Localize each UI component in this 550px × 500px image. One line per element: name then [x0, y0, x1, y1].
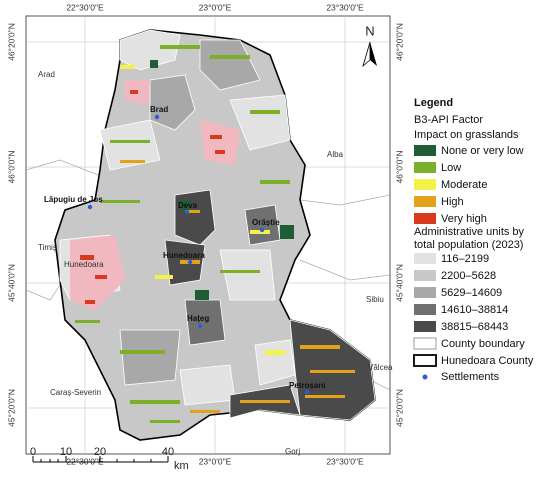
legend-swatch	[414, 162, 436, 173]
legend-heading: B3-API Factor	[414, 114, 483, 126]
region-label: Arad	[38, 70, 55, 79]
graticule-label: 46°0'0"N	[394, 150, 404, 183]
region-label: Sibiu	[366, 295, 384, 304]
graticule-label: 23°0'0"E	[199, 2, 232, 12]
legend-swatch	[414, 213, 436, 224]
scale-label: 40	[162, 446, 174, 458]
legend-label: High	[441, 196, 464, 208]
legend-swatch	[414, 253, 436, 264]
legend-label: 116–2199	[441, 253, 489, 265]
legend-label: None or very low	[441, 145, 524, 157]
north-arrow	[362, 41, 377, 68]
legend-swatch	[422, 374, 428, 380]
north-arrow-label: N	[365, 23, 374, 38]
graticule-label: 23°30'0"E	[326, 2, 364, 12]
legend-label: County boundary	[441, 338, 525, 350]
settlement-label: Petroșani	[289, 381, 325, 390]
settlement-label: Deva	[178, 201, 198, 210]
graticule-label: 46°20'0"N	[6, 23, 16, 61]
region-label: Gorj	[285, 447, 300, 456]
legend: Legend B3-API Factor Impact on grassland…	[413, 97, 534, 383]
legend-label: Settlements	[441, 371, 500, 383]
legend-label: Hunedoara County	[441, 355, 534, 367]
settlement-label: Brad	[150, 105, 168, 114]
legend-label: Moderate	[441, 179, 487, 191]
legend-label: Low	[441, 162, 461, 174]
scale-label: 0	[30, 446, 36, 458]
region-label: Caraș-Severin	[50, 388, 101, 397]
legend-label: 2200–5628	[441, 270, 496, 282]
scale-label: 10	[60, 446, 72, 458]
legend-swatch	[414, 196, 436, 207]
legend-swatch	[414, 179, 436, 190]
graticule-label: 45°40'0"N	[6, 264, 16, 302]
scale-unit: km	[174, 460, 189, 472]
legend-heading: Impact on grasslands	[414, 129, 519, 141]
settlement-dots	[87, 114, 310, 395]
legend-swatch	[414, 304, 436, 315]
scale-bar	[32, 456, 169, 463]
region-label: Alba	[327, 150, 344, 159]
legend-title: Legend	[414, 97, 453, 109]
graticule-label: 22°30'0"E	[66, 2, 104, 12]
legend-label: 5629–14609	[441, 287, 502, 299]
legend-heading: total population (2023)	[414, 239, 523, 251]
scale-label: 20	[94, 446, 106, 458]
settlement-label: Orăștie	[252, 218, 280, 227]
graticule-label: 45°20'0"N	[394, 389, 404, 427]
settlement-label: Lăpugiu de Jos	[44, 195, 103, 204]
legend-swatch	[413, 354, 437, 367]
region-label: Vâlcea	[368, 363, 393, 372]
graticule-label: 23°30'0"E	[326, 456, 364, 466]
legend-swatch	[413, 337, 437, 350]
legend-swatch	[414, 287, 436, 298]
graticule-label: 46°0'0"N	[6, 150, 16, 183]
legend-swatch	[414, 270, 436, 281]
legend-swatch	[414, 321, 436, 332]
impact-patches	[70, 45, 355, 423]
neighbour-borders	[25, 159, 391, 391]
settlement-label: Hunedoara	[163, 251, 205, 260]
graticule-label: 22°30'0"E	[66, 456, 104, 466]
legend-label: 14610–38814	[441, 304, 508, 316]
graticule-label: 45°40'0"N	[394, 264, 404, 302]
legend-swatch	[414, 145, 436, 156]
legend-heading: Administrative units by	[414, 226, 525, 238]
legend-label: Very high	[441, 213, 487, 225]
legend-label: 38815–68443	[441, 321, 508, 333]
graticule-label: 45°20'0"N	[6, 389, 16, 427]
region-label: Timiș	[38, 243, 57, 252]
graticule-label: 23°0'0"E	[199, 456, 232, 466]
region-label: Hunedoara	[64, 260, 104, 269]
graticule-label: 46°20'0"N	[394, 23, 404, 61]
settlement-label: Hațeg	[187, 314, 209, 323]
